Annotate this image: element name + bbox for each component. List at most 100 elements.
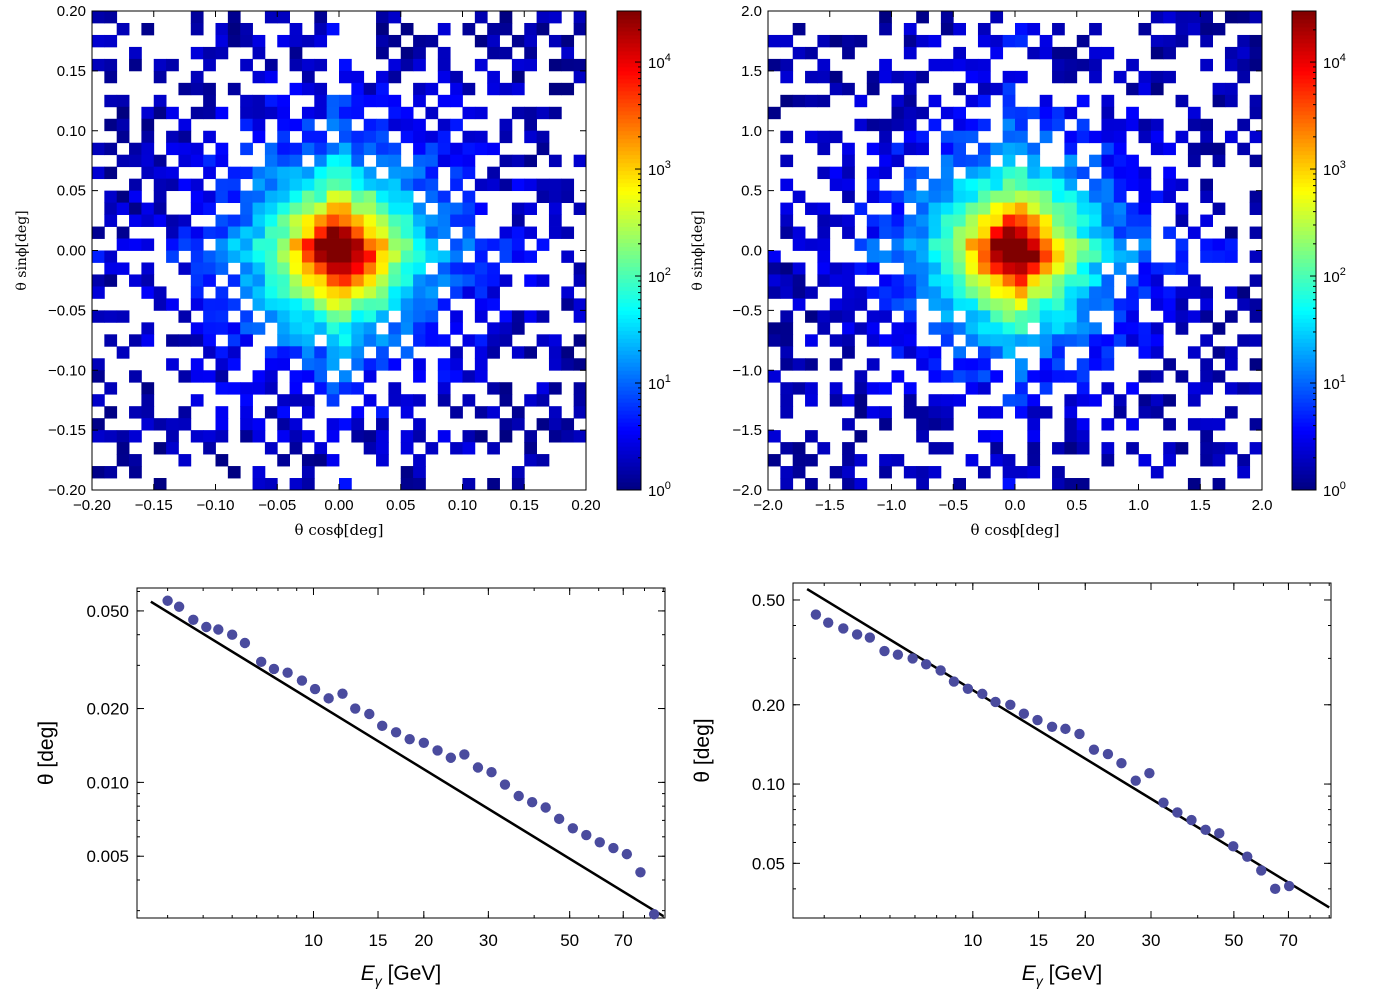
heatmap-cell bbox=[487, 334, 500, 347]
heatmap-cell bbox=[1224, 130, 1238, 144]
heatmap-cell bbox=[474, 406, 488, 419]
heatmap-cell bbox=[277, 334, 290, 347]
heatmap-cell bbox=[1163, 358, 1176, 371]
heatmap-cell bbox=[450, 166, 463, 180]
heatmap-cell bbox=[977, 334, 991, 347]
heatmap-cell bbox=[339, 418, 352, 431]
heatmap-cell bbox=[1163, 11, 1176, 24]
heatmap-cell bbox=[1039, 346, 1053, 359]
y-tick-label: 0.020 bbox=[86, 700, 129, 719]
colorbar-segment bbox=[617, 11, 641, 16]
heatmap-cell bbox=[474, 58, 488, 72]
heatmap-cell bbox=[866, 286, 880, 299]
heatmap-cell bbox=[842, 310, 855, 323]
heatmap-cell bbox=[314, 298, 328, 311]
heatmap-cell bbox=[903, 226, 917, 239]
x-axis-label: Eγ [GeV] bbox=[361, 962, 442, 989]
heatmap-cell bbox=[499, 250, 513, 263]
heatmap-cell bbox=[524, 430, 537, 443]
data-point bbox=[1032, 714, 1043, 726]
heatmap-cell bbox=[388, 94, 402, 108]
heatmap-cell bbox=[916, 11, 929, 24]
heatmap-cell bbox=[1163, 298, 1176, 311]
x-tick-label: 0.10 bbox=[448, 497, 477, 514]
heatmap-cell bbox=[561, 358, 575, 371]
heatmap-cell bbox=[829, 130, 843, 144]
heatmap-cell bbox=[388, 142, 402, 156]
data-point bbox=[499, 779, 511, 790]
heatmap-cell bbox=[1089, 286, 1102, 299]
heatmap-cell bbox=[561, 82, 575, 96]
heatmap-cell bbox=[524, 202, 537, 215]
heatmap-cell bbox=[965, 310, 979, 323]
heatmap-cell bbox=[829, 274, 843, 287]
heatmap-cell bbox=[1039, 106, 1053, 120]
heatmap-cell bbox=[499, 394, 513, 407]
colorbar-segment bbox=[1292, 182, 1316, 188]
colorbar-segment bbox=[1292, 322, 1316, 327]
heatmap-cell bbox=[1064, 406, 1078, 419]
colorbar-segment bbox=[617, 434, 641, 439]
heatmap-cell bbox=[104, 166, 118, 180]
heatmap-cell bbox=[990, 34, 1004, 48]
heatmap-cell bbox=[1015, 34, 1028, 48]
heatmap-cell bbox=[1052, 322, 1065, 335]
heatmap-cell bbox=[916, 466, 929, 479]
heatmap-cell bbox=[524, 310, 537, 323]
heatmap-cell bbox=[536, 274, 550, 287]
heatmap-cell bbox=[1027, 154, 1041, 168]
heatmap-cell bbox=[1002, 142, 1016, 156]
heatmap-cell bbox=[854, 298, 868, 311]
y-tick-label: 0.05 bbox=[752, 854, 785, 873]
heatmap-cell bbox=[953, 226, 966, 239]
heatmap-cell bbox=[388, 178, 402, 192]
heatmap-cell bbox=[413, 202, 426, 215]
heatmap-cell bbox=[1138, 82, 1152, 96]
heatmap-cell bbox=[792, 286, 806, 299]
data-points bbox=[162, 595, 660, 920]
heatmap-cell bbox=[264, 166, 278, 180]
heatmap-cell bbox=[92, 250, 105, 263]
colorbar-tick-label: 103 bbox=[1323, 159, 1346, 179]
x-tick-label: −0.20 bbox=[73, 497, 111, 514]
colorbar-tick-label: 101 bbox=[1323, 373, 1346, 393]
heatmap-cell bbox=[1200, 286, 1213, 299]
heatmap-cell bbox=[400, 322, 414, 335]
heatmap-cell bbox=[190, 286, 204, 299]
data-point bbox=[540, 802, 551, 813]
heatmap-cell bbox=[413, 394, 426, 407]
data-point bbox=[990, 696, 1001, 708]
heatmap-cell bbox=[129, 178, 142, 192]
heatmap-cell bbox=[990, 334, 1004, 347]
heatmap-cell bbox=[264, 94, 278, 108]
heatmap-cell bbox=[879, 454, 892, 467]
colorbar-segment bbox=[1292, 142, 1316, 148]
heatmap-cell bbox=[129, 154, 142, 168]
heatmap-cell bbox=[1212, 418, 1226, 431]
heatmap-cell bbox=[289, 298, 303, 311]
heatmap-cell bbox=[1224, 94, 1238, 108]
colorbar-segment bbox=[1292, 150, 1316, 156]
heatmap-cell bbox=[536, 310, 550, 323]
heatmap-cell bbox=[129, 202, 142, 215]
heatmap-cell bbox=[903, 286, 917, 299]
heatmap-cell bbox=[1150, 466, 1164, 479]
colorbar-segment bbox=[617, 126, 641, 132]
heatmap-cell bbox=[301, 334, 315, 347]
heatmap-cell bbox=[190, 22, 204, 36]
heatmap-cell bbox=[116, 454, 130, 467]
heatmap-cell bbox=[363, 274, 377, 287]
heatmap-cell bbox=[400, 406, 414, 419]
heatmap-cell bbox=[487, 442, 500, 455]
heatmap-cell bbox=[289, 46, 303, 60]
data-point bbox=[432, 745, 443, 756]
heatmap-cell bbox=[940, 418, 954, 431]
heatmap-cell bbox=[240, 94, 253, 108]
colorbar-segment bbox=[1292, 18, 1316, 24]
heatmap-cell bbox=[1101, 346, 1115, 359]
colorbar-segment bbox=[617, 86, 641, 92]
heatmap-cell bbox=[1249, 190, 1263, 204]
heatmap-cell bbox=[1138, 262, 1152, 275]
colorbar-segment bbox=[1292, 390, 1316, 395]
